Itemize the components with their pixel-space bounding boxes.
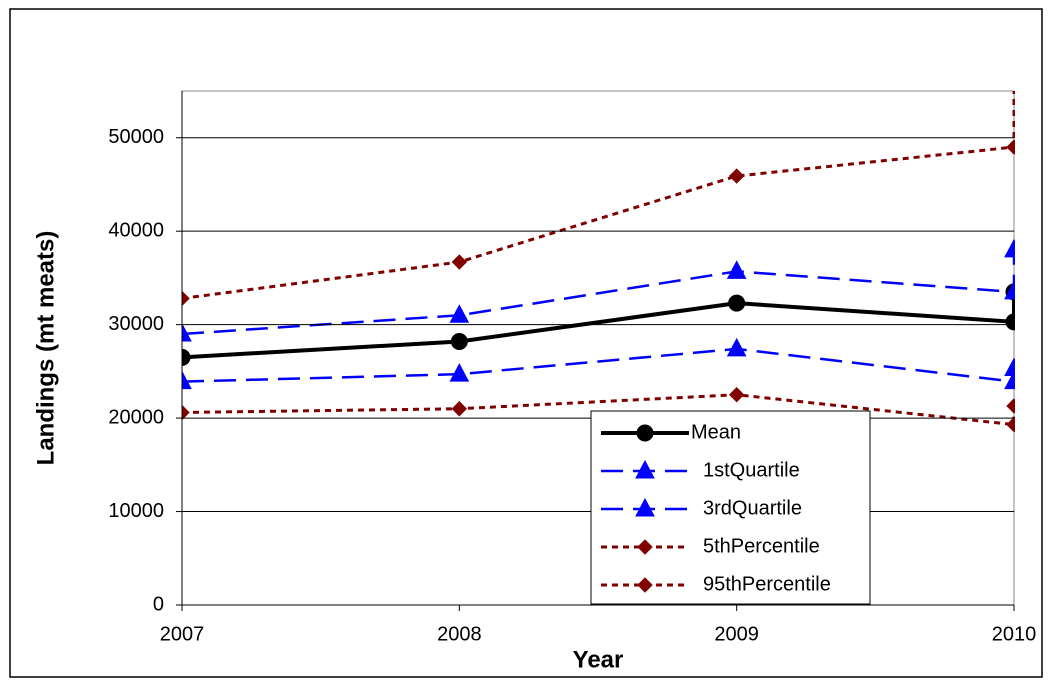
x-tick-label: 2009 <box>714 623 759 645</box>
marker <box>449 304 470 323</box>
marker <box>182 290 190 307</box>
marker <box>728 387 745 403</box>
y-tick-label: 50000 <box>108 126 164 148</box>
marker <box>637 577 653 593</box>
plot <box>182 91 1015 433</box>
marker <box>450 332 468 350</box>
marker <box>1006 416 1015 433</box>
x-axis-label: Year <box>573 646 624 673</box>
marker <box>1004 280 1015 300</box>
marker <box>635 459 655 479</box>
legend-label: 95thPercentile <box>703 573 831 595</box>
marker <box>1004 357 1015 377</box>
marker <box>182 404 190 421</box>
legend-label: 1stQuartile <box>703 459 800 481</box>
x-tick-label: 2010 <box>992 623 1037 645</box>
x-tick-label: 2007 <box>160 623 205 645</box>
marker <box>1006 398 1015 414</box>
y-tick-label: 30000 <box>108 313 164 335</box>
x-tick-label: 2008 <box>437 623 482 645</box>
marker <box>1006 139 1015 155</box>
marker <box>728 168 745 184</box>
marker <box>451 401 468 417</box>
marker <box>451 254 468 270</box>
marker <box>1005 313 1015 331</box>
y-tick-label: 0 <box>153 593 164 615</box>
marker <box>637 539 653 555</box>
legend <box>590 410 871 605</box>
marker <box>635 497 655 517</box>
marker <box>636 424 654 442</box>
marker <box>182 370 192 390</box>
marker <box>449 363 470 382</box>
marker <box>726 260 747 279</box>
y-tick-label: 20000 <box>108 406 164 428</box>
marker <box>728 294 746 312</box>
marker <box>182 322 192 342</box>
y-axis-label: Landings (mt meats) <box>32 231 59 466</box>
marker <box>182 348 191 366</box>
y-tick-label: 40000 <box>108 219 164 241</box>
legend-label: 3rdQuartile <box>703 497 802 519</box>
marker <box>726 337 747 357</box>
y-tick-label: 10000 <box>108 500 164 522</box>
legend-label: 5thPercentile <box>703 535 820 557</box>
marker <box>1004 238 1015 258</box>
legend-label: Mean <box>691 421 741 443</box>
